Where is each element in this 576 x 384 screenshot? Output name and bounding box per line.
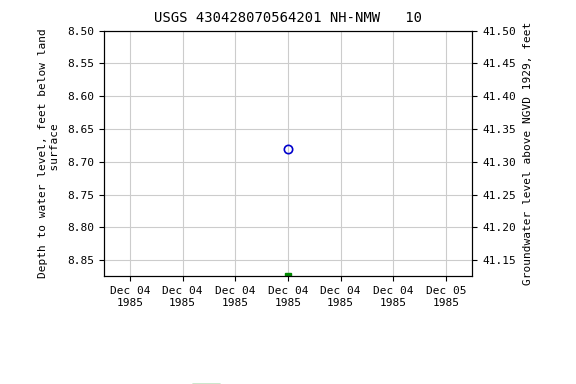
Legend: Period of approved data: Period of approved data [188, 380, 388, 384]
Y-axis label: Groundwater level above NGVD 1929, feet: Groundwater level above NGVD 1929, feet [523, 22, 533, 285]
Y-axis label: Depth to water level, feet below land
  surface: Depth to water level, feet below land su… [39, 29, 60, 278]
Title: USGS 430428070564201 NH-NMW   10: USGS 430428070564201 NH-NMW 10 [154, 12, 422, 25]
